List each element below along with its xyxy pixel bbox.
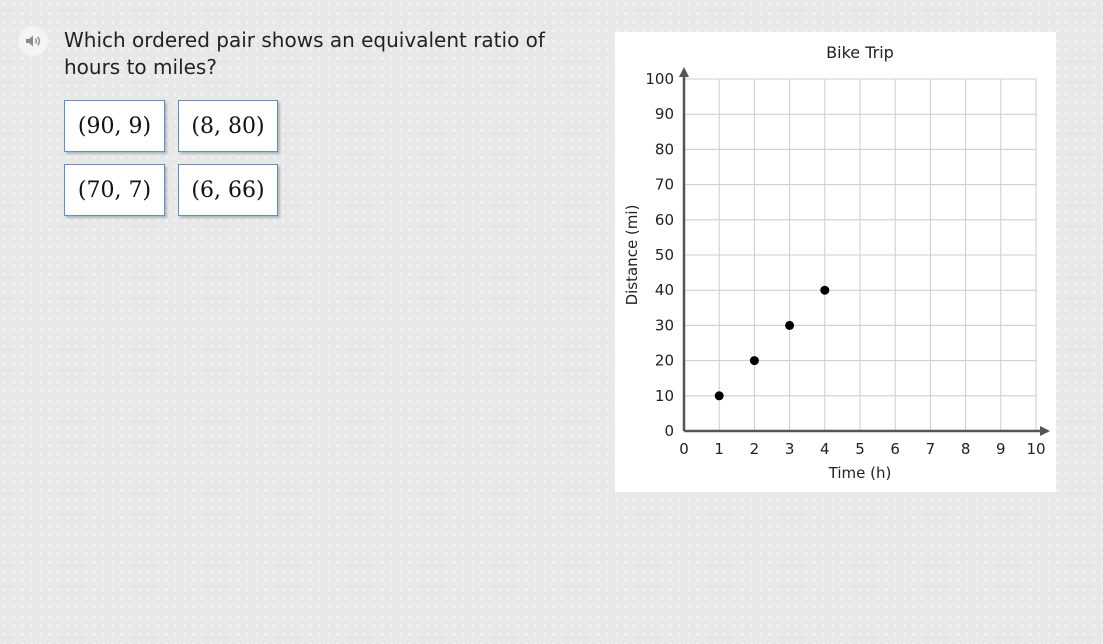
question-text: Which ordered pair shows an equivalent r… <box>64 28 545 79</box>
speaker-icon <box>26 35 40 47</box>
y-tick-label: 30 <box>655 316 674 334</box>
y-tick-label: 60 <box>655 211 674 229</box>
data-point <box>749 356 759 366</box>
y-tick-label: 90 <box>655 105 674 123</box>
y-tick-label: 100 <box>645 70 674 88</box>
answer-choice-2[interactable]: (8, 80) <box>178 100 278 152</box>
data-point <box>714 391 724 401</box>
x-tick-label: 3 <box>785 440 795 458</box>
x-tick-label: 6 <box>890 440 900 458</box>
y-tick-label: 70 <box>655 176 674 194</box>
x-tick-label: 9 <box>996 440 1006 458</box>
y-tick-label: 40 <box>655 281 674 299</box>
answer-choice-4[interactable]: (6, 66) <box>178 164 278 216</box>
x-tick-label: 4 <box>820 440 830 458</box>
data-point <box>820 285 830 295</box>
y-axis-label: Distance (mi) <box>623 205 641 306</box>
y-tick-label: 80 <box>655 140 674 158</box>
y-tick-label: 10 <box>655 387 674 405</box>
y-axis-arrow <box>679 67 689 77</box>
x-tick-label: 1 <box>714 440 724 458</box>
y-tick-label: 50 <box>655 246 674 264</box>
x-tick-label: 8 <box>961 440 971 458</box>
y-tick-label: 0 <box>664 422 674 440</box>
y-tick-label: 20 <box>655 352 674 370</box>
graph-panel: 0 1 2 3 4 5 6 7 8 9 10 0 10 20 30 40 50 60 70 80 90 100 Bike … <box>615 32 1056 492</box>
x-tick-label: 2 <box>750 440 760 458</box>
answer-choice-3[interactable]: (70, 7) <box>64 164 165 216</box>
answer-choice-1[interactable]: (90, 9) <box>64 100 165 152</box>
x-axis-arrow <box>1040 426 1050 436</box>
x-tick-label: 10 <box>1026 440 1045 458</box>
data-point <box>785 320 795 330</box>
x-tick-label: 0 <box>679 440 689 458</box>
x-axis-label: Time (h) <box>828 464 892 482</box>
x-tick-label: 7 <box>926 440 936 458</box>
chart-title: Bike Trip <box>826 43 894 62</box>
x-tick-label: 5 <box>855 440 865 458</box>
audio-button[interactable] <box>18 26 48 56</box>
